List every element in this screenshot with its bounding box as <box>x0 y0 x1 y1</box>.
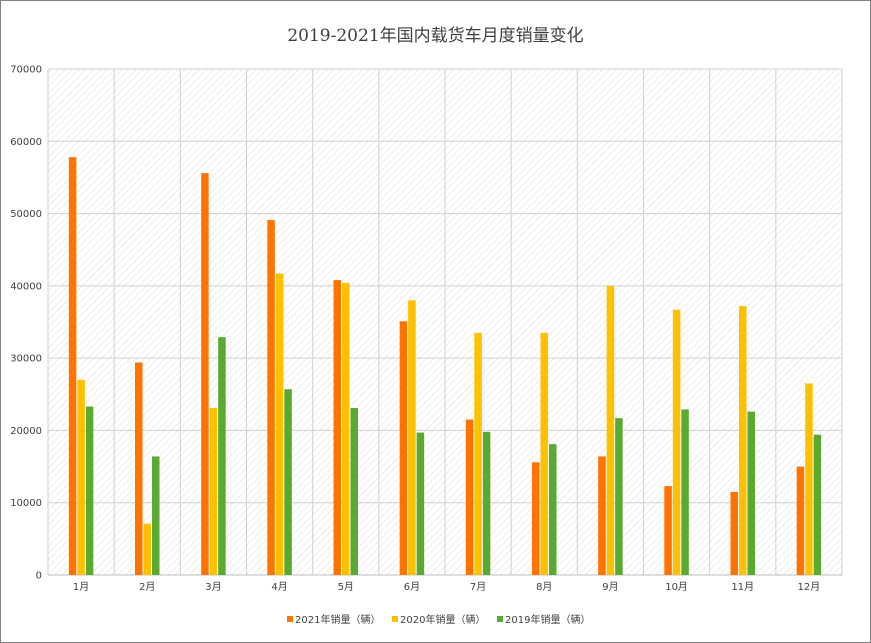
legend-swatch <box>287 616 293 622</box>
bar <box>85 406 94 575</box>
bar <box>143 523 151 575</box>
x-tick-label: 4月 <box>271 581 287 593</box>
bar <box>152 456 160 575</box>
bar <box>416 432 425 575</box>
x-tick-label: 1月 <box>73 581 89 593</box>
chart-title: 2019-2021年国内载货车月度销量变化 <box>287 26 584 46</box>
bar <box>606 285 615 575</box>
legend-label: 2021年销量（辆） <box>295 613 380 626</box>
bar <box>805 383 813 575</box>
bar <box>474 332 482 575</box>
bar <box>399 321 408 575</box>
bar <box>796 466 805 575</box>
y-tick-label: 40000 <box>10 281 42 292</box>
bar <box>209 408 218 575</box>
y-tick-label: 10000 <box>10 498 42 509</box>
legend-swatch <box>392 616 398 622</box>
bar <box>664 486 672 575</box>
bar <box>739 306 747 575</box>
bar <box>465 419 474 575</box>
bar <box>598 456 606 575</box>
x-tick-label: 6月 <box>404 581 420 593</box>
legend-label: 2019年销量（辆） <box>505 613 590 626</box>
x-tick-label: 2月 <box>139 581 155 593</box>
x-tick-label: 8月 <box>536 581 552 593</box>
legend-swatch <box>497 616 503 622</box>
y-tick-label: 0 <box>36 571 42 582</box>
x-tick-label: 9月 <box>602 581 618 593</box>
y-tick-label: 50000 <box>10 209 42 220</box>
x-tick-label: 7月 <box>470 581 486 593</box>
x-tick-label: 5月 <box>338 581 354 593</box>
bar <box>615 418 623 575</box>
bar <box>350 408 358 575</box>
bar <box>342 282 350 575</box>
bar <box>77 379 85 575</box>
bar <box>540 332 548 575</box>
bar <box>201 173 209 575</box>
bar <box>482 431 491 575</box>
bar <box>672 309 681 575</box>
y-tick-label: 60000 <box>10 137 42 148</box>
bar <box>68 157 77 575</box>
bar <box>681 409 689 575</box>
legend-label: 2020年销量（辆） <box>400 613 485 626</box>
bar <box>333 280 341 575</box>
bar <box>408 300 416 575</box>
bar <box>267 220 275 575</box>
bar <box>284 389 292 575</box>
x-tick-label: 11月 <box>731 581 754 593</box>
y-tick-label: 30000 <box>10 354 42 365</box>
bar <box>135 362 143 575</box>
bar <box>747 411 755 575</box>
bar <box>730 491 738 575</box>
x-tick-label: 10月 <box>665 581 688 593</box>
x-tick-label: 12月 <box>798 581 821 593</box>
bar <box>532 462 540 575</box>
bar <box>275 273 284 575</box>
bar <box>549 444 557 575</box>
y-tick-label: 20000 <box>10 426 42 437</box>
y-tick-label: 70000 <box>10 65 42 76</box>
bar <box>218 337 226 575</box>
bar <box>813 434 822 575</box>
x-tick-label: 3月 <box>205 581 221 593</box>
